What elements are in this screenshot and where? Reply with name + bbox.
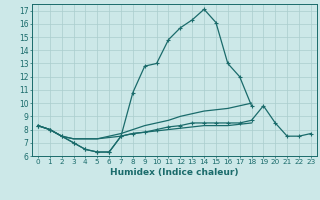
X-axis label: Humidex (Indice chaleur): Humidex (Indice chaleur) (110, 168, 239, 177)
